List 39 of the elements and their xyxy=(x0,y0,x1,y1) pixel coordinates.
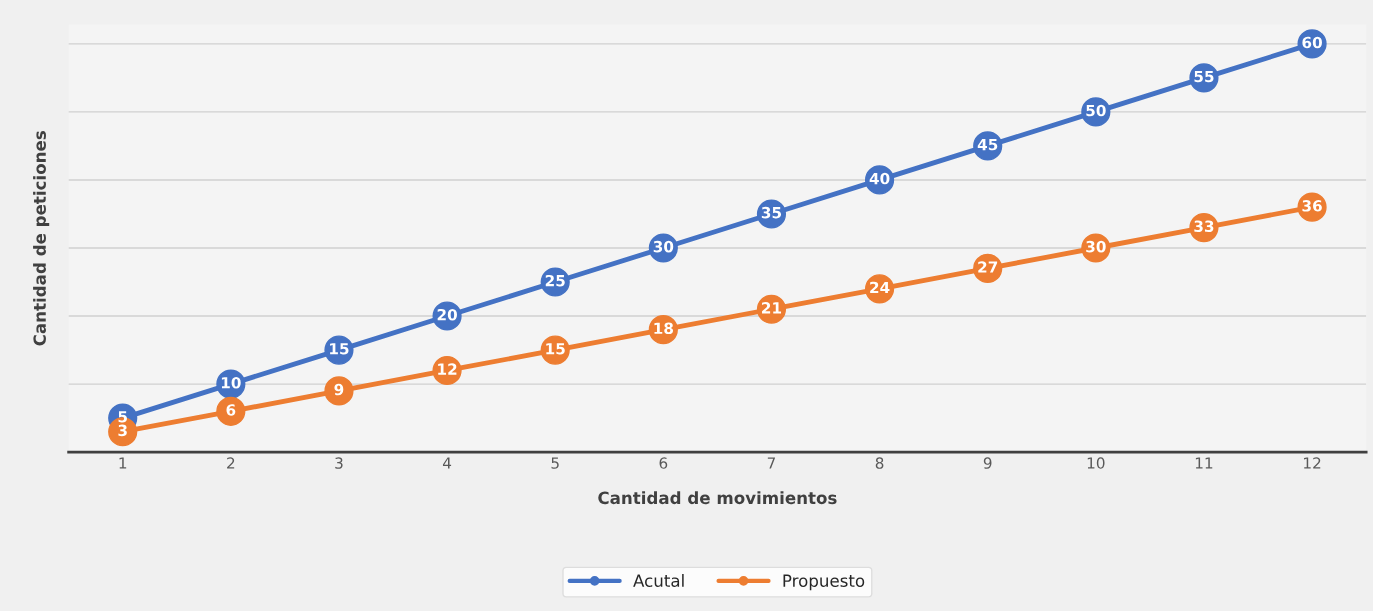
x-tick-label: 8 xyxy=(875,457,884,469)
data-label: 12 xyxy=(438,363,457,375)
data-label: 25 xyxy=(545,274,565,287)
data-label: 30 xyxy=(1086,240,1106,253)
data-label: 21 xyxy=(762,302,782,314)
data-label: 20 xyxy=(437,308,457,321)
data-label: 15 xyxy=(330,343,349,355)
y-axis-title: Cantidad de peticiones xyxy=(33,131,50,346)
x-tick-label: 12 xyxy=(1304,457,1321,469)
data-label: 9 xyxy=(334,383,344,396)
x-tick-label: 4 xyxy=(442,457,452,469)
data-label: 30 xyxy=(653,240,674,253)
x-tick-label: 7 xyxy=(767,457,776,469)
data-label: 27 xyxy=(978,261,998,273)
data-label: 18 xyxy=(654,322,674,335)
data-label: 50 xyxy=(1086,104,1106,117)
data-label: 35 xyxy=(761,206,782,219)
legend-label: Propuesto xyxy=(783,574,865,591)
data-label: 60 xyxy=(1302,36,1322,49)
x-tick-label: 5 xyxy=(551,457,559,469)
x-tick-label: 9 xyxy=(983,457,992,469)
x-tick-label: 10 xyxy=(1087,457,1105,469)
x-tick-label: 3 xyxy=(335,457,343,469)
x-tick-label: 11 xyxy=(1195,457,1213,469)
data-label: 10 xyxy=(221,376,241,389)
x-tick-label: 2 xyxy=(227,457,235,469)
x-tick-label: 6 xyxy=(659,457,668,469)
legend-label: Acutal xyxy=(633,574,684,587)
data-label: 15 xyxy=(546,343,565,355)
data-label: 36 xyxy=(1302,200,1322,212)
data-label: 45 xyxy=(977,138,998,151)
x-tick-label: 1 xyxy=(119,457,127,469)
data-label: 33 xyxy=(1194,220,1214,232)
data-label: 6 xyxy=(226,404,236,416)
data-label: 24 xyxy=(870,281,890,294)
data-label: 3 xyxy=(118,424,127,437)
data-label: 40 xyxy=(869,172,890,185)
data-label: 55 xyxy=(1194,70,1214,83)
x-axis-title: Cantidad de movimientos xyxy=(598,491,837,505)
